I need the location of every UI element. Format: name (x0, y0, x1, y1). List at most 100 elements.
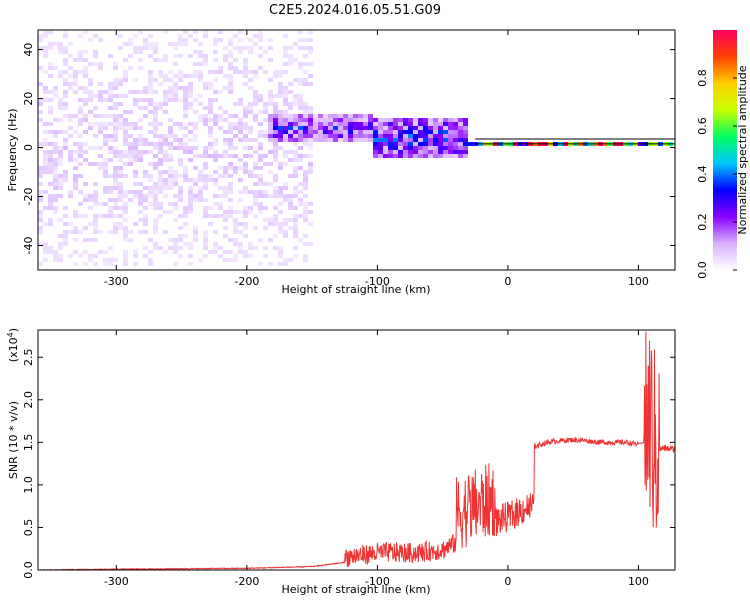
heatmap-cell (98, 154, 103, 158)
heatmap-cell (338, 122, 343, 126)
heatmap-cell (83, 182, 88, 186)
heatmap-cell (258, 142, 263, 146)
heatmap-cell (233, 102, 238, 106)
heatmap-cell (153, 198, 158, 202)
heatmap-cell (133, 138, 138, 142)
heatmap-cell (148, 46, 153, 50)
heatmap-cell (243, 214, 248, 218)
heatmap-cell (143, 194, 148, 198)
heatmap-cell (238, 230, 243, 234)
heatmap-cell (193, 146, 198, 150)
heatmap-cell (108, 138, 113, 142)
heatmap-cell (308, 130, 313, 134)
heatmap-cell (128, 126, 133, 130)
heatmap-cell (243, 114, 248, 118)
heatmap-cell (53, 86, 58, 90)
heatmap-cell (98, 230, 103, 234)
heatmap-cell (188, 130, 193, 134)
heatmap-cell (303, 134, 308, 138)
heatmap-cell (183, 114, 188, 118)
heatmap-cell (253, 42, 258, 46)
heatmap-cell (73, 210, 78, 214)
heatmap-cell (433, 122, 438, 126)
heatmap-cell (228, 82, 233, 86)
heatmap-cell (158, 122, 163, 126)
heatmap-cell (123, 230, 128, 234)
heatmap-cell (78, 98, 83, 102)
heatmap-cell (363, 126, 368, 130)
heatmap-cell (113, 118, 118, 122)
heatmap-cell (43, 86, 48, 90)
heatmap-cell (168, 98, 173, 102)
heatmap-cell (273, 214, 278, 218)
heatmap-cell (173, 194, 178, 198)
heatmap-cell (183, 74, 188, 78)
heatmap-cell (273, 134, 278, 138)
heatmap-cell (393, 150, 398, 154)
heatmap-cell (158, 138, 163, 142)
heatmap-cell (393, 134, 398, 138)
heatmap-cell (278, 74, 283, 78)
heatmap-cell (43, 242, 48, 246)
heatmap-cell (123, 238, 128, 242)
heatmap-cell (198, 50, 203, 54)
heatmap-cell (468, 142, 473, 146)
heatmap-cell (188, 194, 193, 198)
heatmap-cell (38, 66, 43, 70)
heatmap-cell (303, 130, 308, 134)
heatmap-cell (243, 210, 248, 214)
heatmap-cell (253, 166, 258, 170)
heatmap-cell (148, 78, 153, 82)
heatmap-cell (323, 134, 328, 138)
heatmap-cell (298, 38, 303, 42)
heatmap-cell (203, 30, 208, 34)
heatmap-cell (278, 146, 283, 150)
heatmap-cell (73, 150, 78, 154)
snr-plot-area (38, 330, 675, 570)
heatmap-cell (218, 186, 223, 190)
heatmap-cell (258, 194, 263, 198)
heatmap-cell (98, 146, 103, 150)
heatmap-cell (38, 174, 43, 178)
heatmap-cell (188, 74, 193, 78)
heatmap-cell (253, 94, 258, 98)
heatmap-cell (203, 186, 208, 190)
heatmap-cell (393, 138, 398, 142)
heatmap-cell (108, 86, 113, 90)
heatmap-cell (263, 246, 268, 250)
heatmap-cell (58, 102, 63, 106)
heatmap-cell (173, 262, 178, 266)
heatmap-cell (238, 122, 243, 126)
heatmap-cell (63, 146, 68, 150)
heatmap-cell (213, 158, 218, 162)
heatmap-cell (203, 150, 208, 154)
heatmap-cell (208, 102, 213, 106)
heatmap-cell (143, 98, 148, 102)
heatmap-cell (153, 106, 158, 110)
heatmap-cell (248, 138, 253, 142)
heatmap-cell (143, 170, 148, 174)
heatmap-cell (113, 222, 118, 226)
heatmap-cell (158, 82, 163, 86)
heatmap-cell (213, 70, 218, 74)
heatmap-cell (268, 46, 273, 50)
heatmap-cell (98, 130, 103, 134)
heatmap-cell (38, 82, 43, 86)
heatmap-cell (403, 126, 408, 130)
heatmap-cell (113, 178, 118, 182)
heatmap-cell (303, 142, 308, 146)
heatmap-cell (183, 214, 188, 218)
heatmap-cell (398, 126, 403, 130)
heatmap-cell (173, 170, 178, 174)
heatmap-cell (448, 138, 453, 142)
heatmap-cell (458, 130, 463, 134)
heatmap-cell (358, 122, 363, 126)
heatmap-cell (258, 158, 263, 162)
heatmap-cell (93, 50, 98, 54)
heatmap-cell (63, 58, 68, 62)
y-tick-label: -40 (22, 237, 35, 255)
heatmap-cell (278, 130, 283, 134)
heatmap-cell (63, 214, 68, 218)
heatmap-cell (53, 94, 58, 98)
heatmap-cell (348, 138, 353, 142)
